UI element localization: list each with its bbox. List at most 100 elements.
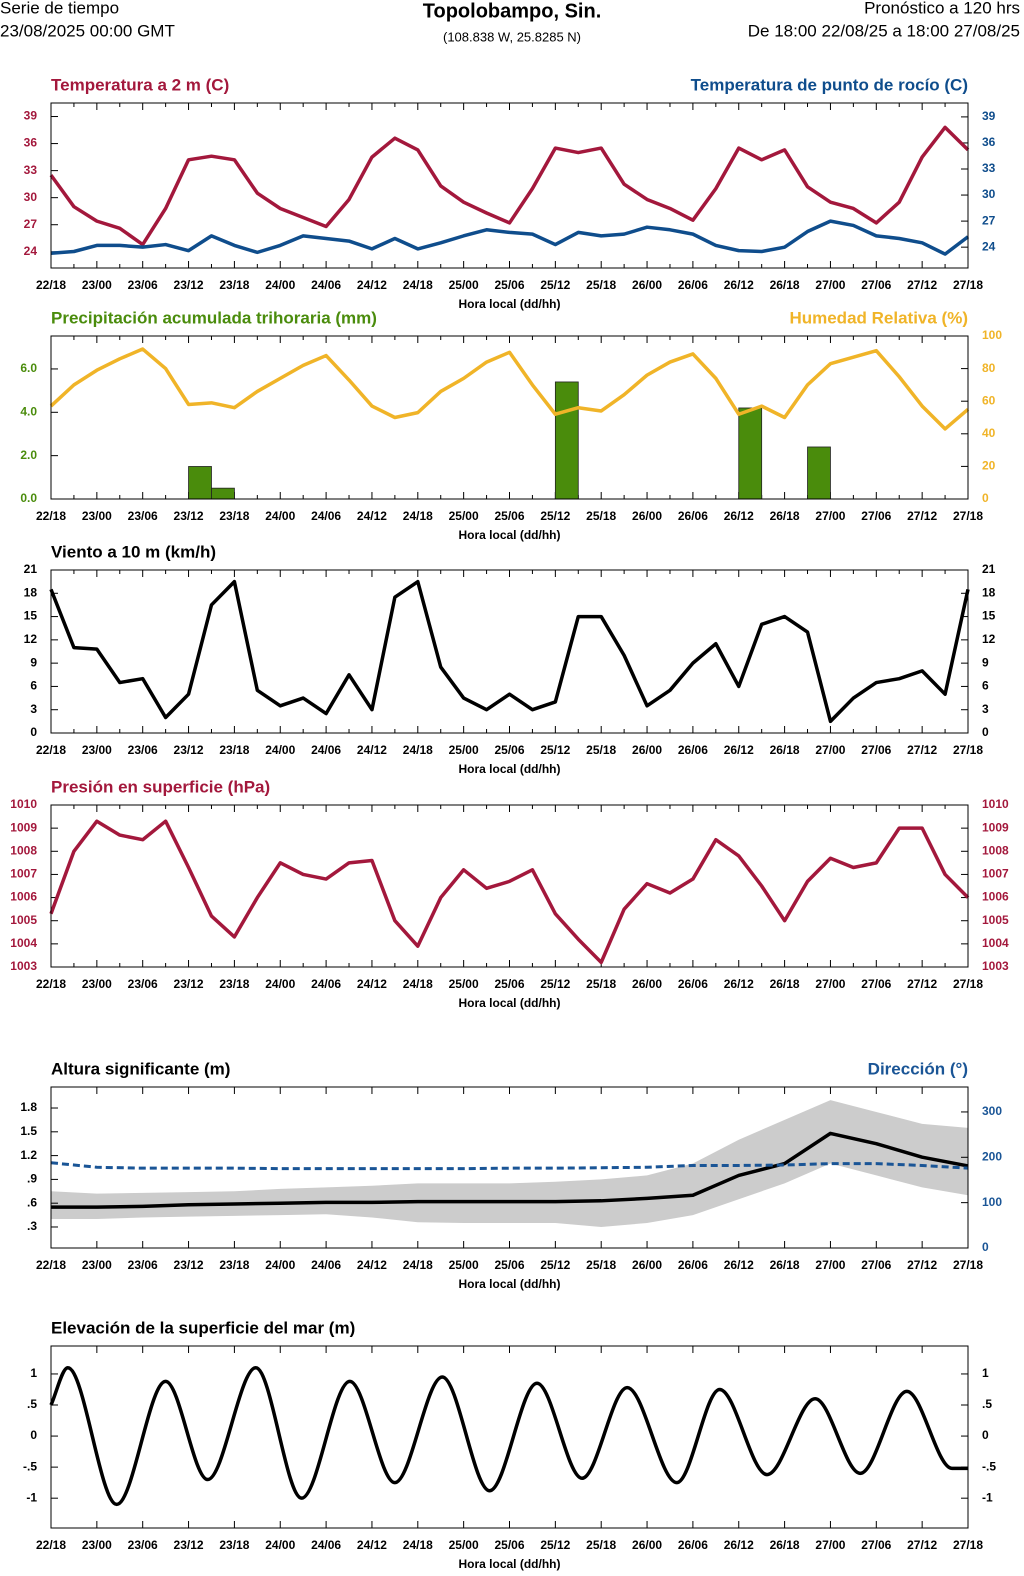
x-tick-label: 27/00 xyxy=(815,743,845,757)
x-tick-label: 24/06 xyxy=(311,1538,341,1552)
x-tick-label: 25/06 xyxy=(494,1258,524,1272)
y2-tick-label: 15 xyxy=(982,609,996,623)
x-tick-label: 27/00 xyxy=(815,278,845,292)
plot-frame xyxy=(50,102,969,269)
y2-tick-label: 1009 xyxy=(982,820,1009,834)
x-tick-label: 22/18 xyxy=(36,278,66,292)
y-tick-label: 1.8 xyxy=(20,1100,37,1114)
x-tick-label: 23/18 xyxy=(219,1538,249,1552)
x-tick-label: 27/12 xyxy=(907,1538,937,1552)
x-tick-label: 24/12 xyxy=(357,977,387,991)
plot-frame xyxy=(50,1345,969,1529)
series-title: Viento a 10 m (km/h) xyxy=(51,542,216,561)
x-tick-label: 22/18 xyxy=(36,509,66,523)
x-tick-label: 27/18 xyxy=(953,743,983,757)
x-tick-label: 27/00 xyxy=(815,1258,845,1272)
x-tick-label: 25/00 xyxy=(449,1258,479,1272)
x-tick-label: 23/06 xyxy=(128,278,158,292)
x-tick-label: 26/06 xyxy=(678,509,708,523)
y2-tick-label: 30 xyxy=(982,187,996,201)
x-tick-label: 26/12 xyxy=(724,278,754,292)
x-tick-label: 27/06 xyxy=(861,509,891,523)
x-tick-label: 26/06 xyxy=(678,743,708,757)
x-tick-label: 22/18 xyxy=(36,1538,66,1552)
x-tick-label: 25/18 xyxy=(586,977,616,991)
x-tick-label: 24/06 xyxy=(311,743,341,757)
plot-frame xyxy=(50,569,969,734)
x-tick-label: 22/18 xyxy=(36,977,66,991)
y-tick-label: 33 xyxy=(24,163,38,177)
y-tick-label: 4.0 xyxy=(20,404,37,418)
x-tick-label: 24/00 xyxy=(265,743,295,757)
x-tick-label: 24/18 xyxy=(403,1258,433,1272)
y2-tick-label: 300 xyxy=(982,1104,1002,1118)
x-tick-label: 25/18 xyxy=(586,1538,616,1552)
y2-tick-label: 100 xyxy=(982,328,1002,342)
x-tick-label: 27/00 xyxy=(815,509,845,523)
y2-tick-label: 12 xyxy=(982,632,996,646)
x-tick-label: 25/06 xyxy=(494,278,524,292)
x-tick-label: 26/12 xyxy=(724,977,754,991)
x-tick-label: 23/00 xyxy=(82,977,112,991)
x-tick-label: 23/06 xyxy=(128,977,158,991)
y-tick-label: 12 xyxy=(24,632,38,646)
x-tick-label: 27/18 xyxy=(953,278,983,292)
header-title: Topolobampo, Sin. xyxy=(423,0,602,22)
y-tick-label: 18 xyxy=(24,585,38,599)
y2-tick-label: 1007 xyxy=(982,867,1009,881)
header-right-top: Pronóstico a 120 hrs xyxy=(864,0,1020,17)
x-tick-label: 27/06 xyxy=(861,278,891,292)
x-tick-label: 24/18 xyxy=(403,509,433,523)
x-tick-label: 25/12 xyxy=(540,509,570,523)
y-tick-label: 3 xyxy=(30,702,37,716)
x-tick-label: 27/18 xyxy=(953,977,983,991)
x-tick-label: 24/06 xyxy=(311,1258,341,1272)
x-tick-label: 24/00 xyxy=(265,509,295,523)
header-left-top: Serie de tiempo xyxy=(0,0,119,17)
y2-tick-label: .5 xyxy=(982,1397,992,1411)
x-tick-label: 27/06 xyxy=(861,1258,891,1272)
x-tick-label: 26/00 xyxy=(632,743,662,757)
x-tick-label: 23/00 xyxy=(82,1258,112,1272)
y-tick-label: 1009 xyxy=(10,820,37,834)
y-tick-label: 1008 xyxy=(10,843,37,857)
x-tick-label: 23/00 xyxy=(82,509,112,523)
y2-tick-label: -.5 xyxy=(982,1459,996,1473)
y2-tick-label: 1004 xyxy=(982,936,1009,950)
x-tick-label: 26/00 xyxy=(632,977,662,991)
x-tick-label: 26/06 xyxy=(678,1538,708,1552)
y-tick-label: 24 xyxy=(24,244,38,258)
x-tick-label: 26/18 xyxy=(770,743,800,757)
x-tick-label: 23/06 xyxy=(128,509,158,523)
x-tick-label: 25/06 xyxy=(494,977,524,991)
line xyxy=(49,579,970,724)
x-tick-label: 22/18 xyxy=(36,1258,66,1272)
x-tick-label: 25/06 xyxy=(494,743,524,757)
x-tick-label: 23/18 xyxy=(219,278,249,292)
y2-tick-label: 100 xyxy=(982,1195,1002,1209)
bar xyxy=(188,466,212,500)
x-tick-label: 27/18 xyxy=(953,509,983,523)
y-tick-label: 0.0 xyxy=(20,491,37,505)
x-tick-label: 26/00 xyxy=(632,509,662,523)
x-tick-label: 23/00 xyxy=(82,278,112,292)
x-tick-label: 24/06 xyxy=(311,977,341,991)
x-tick-label: 23/18 xyxy=(219,1258,249,1272)
header-coords: (108.838 W, 25.8285 N) xyxy=(443,29,581,44)
y-tick-label: 1006 xyxy=(10,890,37,904)
x-tick-label: 23/06 xyxy=(128,743,158,757)
y-tick-label: 1 xyxy=(30,1366,37,1380)
x-axis-label: Hora local (dd/hh) xyxy=(459,297,561,311)
x-tick-label: 23/12 xyxy=(174,509,204,523)
y-tick-label: 21 xyxy=(24,562,38,576)
y-tick-label: 15 xyxy=(24,609,38,623)
y2-tick-label: 80 xyxy=(982,361,996,375)
x-tick-label: 25/00 xyxy=(449,509,479,523)
x-tick-label: 27/00 xyxy=(815,1538,845,1552)
x-tick-label: 25/12 xyxy=(540,977,570,991)
y2-tick-label: 1008 xyxy=(982,843,1009,857)
y-tick-label: 1003 xyxy=(10,959,37,973)
line xyxy=(49,819,970,965)
x-tick-label: 26/00 xyxy=(632,278,662,292)
